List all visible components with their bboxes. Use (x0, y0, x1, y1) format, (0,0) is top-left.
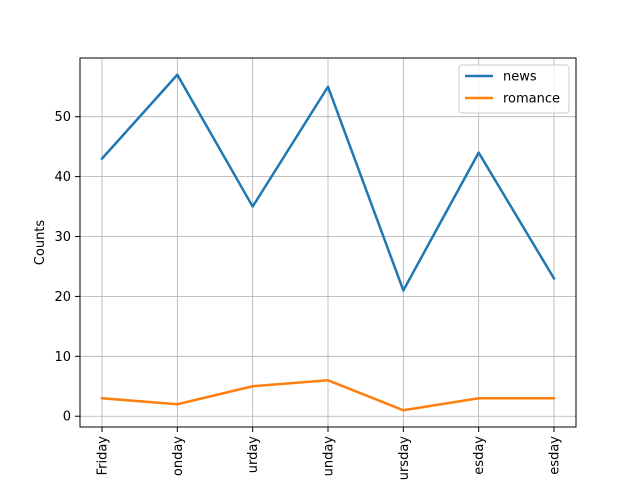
x-tick-label: urday (246, 436, 261, 474)
series-line-romance (100, 379, 556, 412)
grid (80, 58, 576, 427)
y-axis-label: Counts (33, 220, 48, 266)
series-line-news (100, 73, 556, 292)
x-tick-label: Friday (96, 436, 111, 476)
legend: news romance (458, 64, 570, 114)
x-tick-label: esday (472, 436, 487, 475)
axis-ticks: Friday onday urday unday ursday esday esday 0 10… (54, 110, 562, 480)
legend-label-news: news (503, 70, 537, 85)
y-tick-label: 30 (54, 230, 71, 245)
series-lines (100, 73, 556, 412)
y-tick-label: 50 (54, 110, 71, 125)
x-tick-label: onday (171, 436, 186, 476)
x-tick-label: ursday (397, 436, 412, 480)
legend-label-romance: romance (503, 92, 560, 107)
y-tick-label: 0 (63, 410, 71, 425)
x-tick-label: esday (548, 436, 563, 475)
y-tick-label: 20 (54, 290, 71, 305)
x-tick-label: unday (322, 436, 337, 477)
y-tick-label: 40 (54, 170, 71, 185)
y-tick-label: 10 (54, 350, 71, 365)
